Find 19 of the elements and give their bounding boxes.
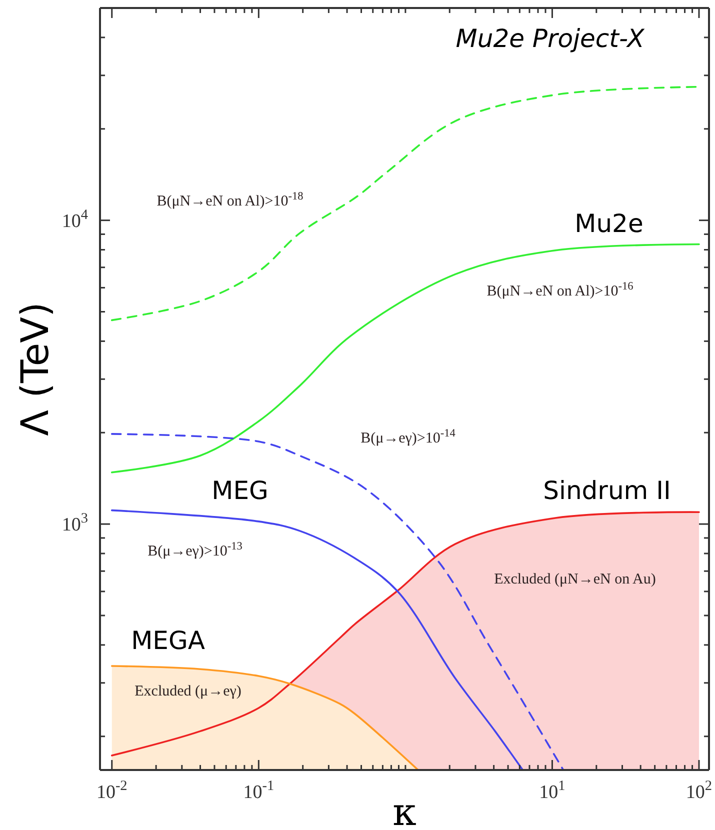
annotation: Excluded (μ→eγ) <box>134 683 242 700</box>
x-tick-label: 10$^{2}$ <box>686 778 712 803</box>
annotation: B(μN→eN on Al)>10$^{-18}$ <box>156 190 304 210</box>
annotation: B(μN→eN on Al)>10$^{-16}$ <box>486 280 634 300</box>
series-label: Mu2e Project-X <box>456 24 646 53</box>
x-axis-title: κ <box>392 790 417 830</box>
y-tick-label: 10$^{3}$ <box>62 510 88 536</box>
series-label: Sindrum II <box>543 476 671 505</box>
x-tick-label: 10$^{-2}$ <box>96 778 128 803</box>
annotation: B(μ→eγ)>10$^{-13}$ <box>148 540 243 560</box>
series-label: Mu2e <box>574 208 644 238</box>
series-label: MEGA <box>131 626 205 655</box>
x-tick-label: 10$^{1}$ <box>539 778 566 803</box>
y-tick-label: 10$^{4}$ <box>62 206 88 232</box>
series-label: MEG <box>212 476 268 505</box>
annotation: Excluded (μN→eN on Au) <box>494 571 656 588</box>
y-axis-title: Λ (TeV) <box>13 302 57 436</box>
x-tick-label: 10$^{-1}$ <box>243 778 274 803</box>
annotation: B(μ→eγ)>10$^{-14}$ <box>360 427 456 446</box>
